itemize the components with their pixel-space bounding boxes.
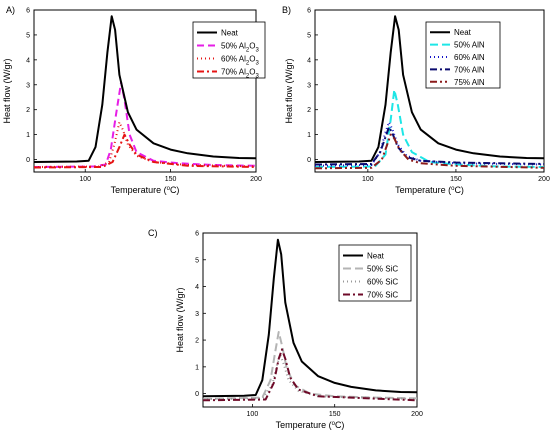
series-line-70-aln: [315, 126, 544, 166]
plot-frame: [314, 9, 545, 173]
x-tick-label: 100: [79, 176, 91, 183]
x-tick-label: 200: [411, 411, 423, 418]
series-line-70-sic: [203, 348, 417, 402]
panel-label: C): [148, 228, 158, 238]
y-tick-label: 1: [307, 132, 311, 139]
legend-label-60-aln: 60% AlN: [454, 53, 485, 62]
series-line-neat: [315, 15, 544, 163]
y-tick-label: 3: [307, 82, 311, 89]
x-axis-label: Temperature (oC): [111, 185, 180, 195]
series-line-70-al2o3: [34, 133, 256, 169]
y-tick-label: 4: [26, 57, 30, 64]
y-tick-label: 2: [195, 338, 199, 345]
x-tick-label: 150: [165, 176, 177, 183]
legend-label-neat: Neat: [221, 29, 239, 38]
series-line-neat: [34, 15, 256, 163]
y-tick-label: 1: [26, 132, 30, 139]
legend-label-60-al2o3: 60% Al2O3: [221, 55, 259, 67]
series-line-75-aln: [315, 133, 544, 170]
y-axis-label: Heat flow (W/gr): [284, 58, 294, 123]
y-tick-label: 6: [26, 8, 30, 15]
series-line-60-aln: [315, 121, 544, 167]
x-tick-label: 150: [450, 176, 462, 183]
y-tick-label: 5: [195, 257, 199, 264]
legend-label-50-al2o3: 50% Al2O3: [221, 42, 259, 54]
y-tick-label: 3: [26, 82, 30, 89]
legend-label-neat: Neat: [454, 28, 472, 37]
x-tick-label: 200: [250, 176, 262, 183]
y-tick-label: 2: [307, 107, 311, 114]
y-axis-label: Heat flow (W/gr): [2, 58, 12, 123]
y-tick-label: 4: [195, 284, 199, 291]
chart-panel-1: A) 0 1 2 3 4 5 6 100 150 200 Temperature (oC) Heat f…: [2, 5, 266, 195]
legend-label-60-sic: 60% SiC: [367, 278, 398, 287]
plot-frame: [202, 232, 418, 408]
y-tick-label: 2: [26, 107, 30, 114]
legend-label-75-aln: 75% AlN: [454, 78, 485, 87]
y-tick-label: 0: [26, 157, 30, 164]
series-line-60-al2o3: [34, 121, 256, 168]
x-axis-label: Temperature (oC): [276, 420, 345, 430]
legend-label-neat: Neat: [367, 252, 385, 261]
y-tick-label: 6: [307, 8, 311, 15]
panel-label: A): [6, 5, 15, 15]
panel-label: B): [282, 5, 291, 15]
series-line-neat: [203, 238, 417, 398]
y-tick-label: 5: [307, 32, 311, 39]
x-tick-label: 100: [362, 176, 374, 183]
y-tick-label: 6: [195, 231, 199, 238]
x-tick-label: 100: [247, 411, 259, 418]
chart-panel-3: C) 0 1 2 3 4 5 6 100 150 200 Temperature (oC) Heat f…: [148, 228, 423, 430]
legend-label-70-al2o3: 70% Al2O3: [221, 68, 259, 80]
y-axis-label: Heat flow (W/gr): [175, 287, 185, 352]
y-tick-label: 5: [26, 32, 30, 39]
x-axis-label: Temperature (oC): [395, 185, 464, 195]
series-line-50-sic: [203, 331, 417, 400]
x-tick-label: 150: [329, 411, 341, 418]
legend-label-70-sic: 70% SiC: [367, 291, 398, 300]
x-tick-label: 200: [538, 176, 550, 183]
legend-label-50-aln: 50% AlN: [454, 41, 485, 50]
y-tick-label: 1: [195, 364, 199, 371]
legend-box: [192, 21, 266, 79]
legend-label-70-aln: 70% AlN: [454, 65, 485, 74]
y-tick-label: 4: [307, 57, 311, 64]
y-tick-label: 0: [195, 391, 199, 398]
chart-panel-2: B) 0 1 2 3 4 5 6 100 150 200 Temperature (oC) Heat f…: [282, 5, 550, 195]
legend-label-50-sic: 50% SiC: [367, 265, 398, 274]
plot-frame: [33, 9, 257, 173]
y-tick-label: 3: [195, 311, 199, 318]
y-tick-label: 0: [307, 157, 311, 164]
series-line-50-al2o3: [34, 81, 256, 168]
series-line-50-aln: [315, 88, 544, 168]
legend-box: [338, 244, 412, 302]
series-line-60-sic: [203, 353, 417, 400]
legend: Neat 50% SiC 60% SiC 70% SiC: [338, 244, 412, 302]
legend: Neat 50% AlN 60% AlN 70% AlN 75% AlN: [425, 21, 501, 89]
